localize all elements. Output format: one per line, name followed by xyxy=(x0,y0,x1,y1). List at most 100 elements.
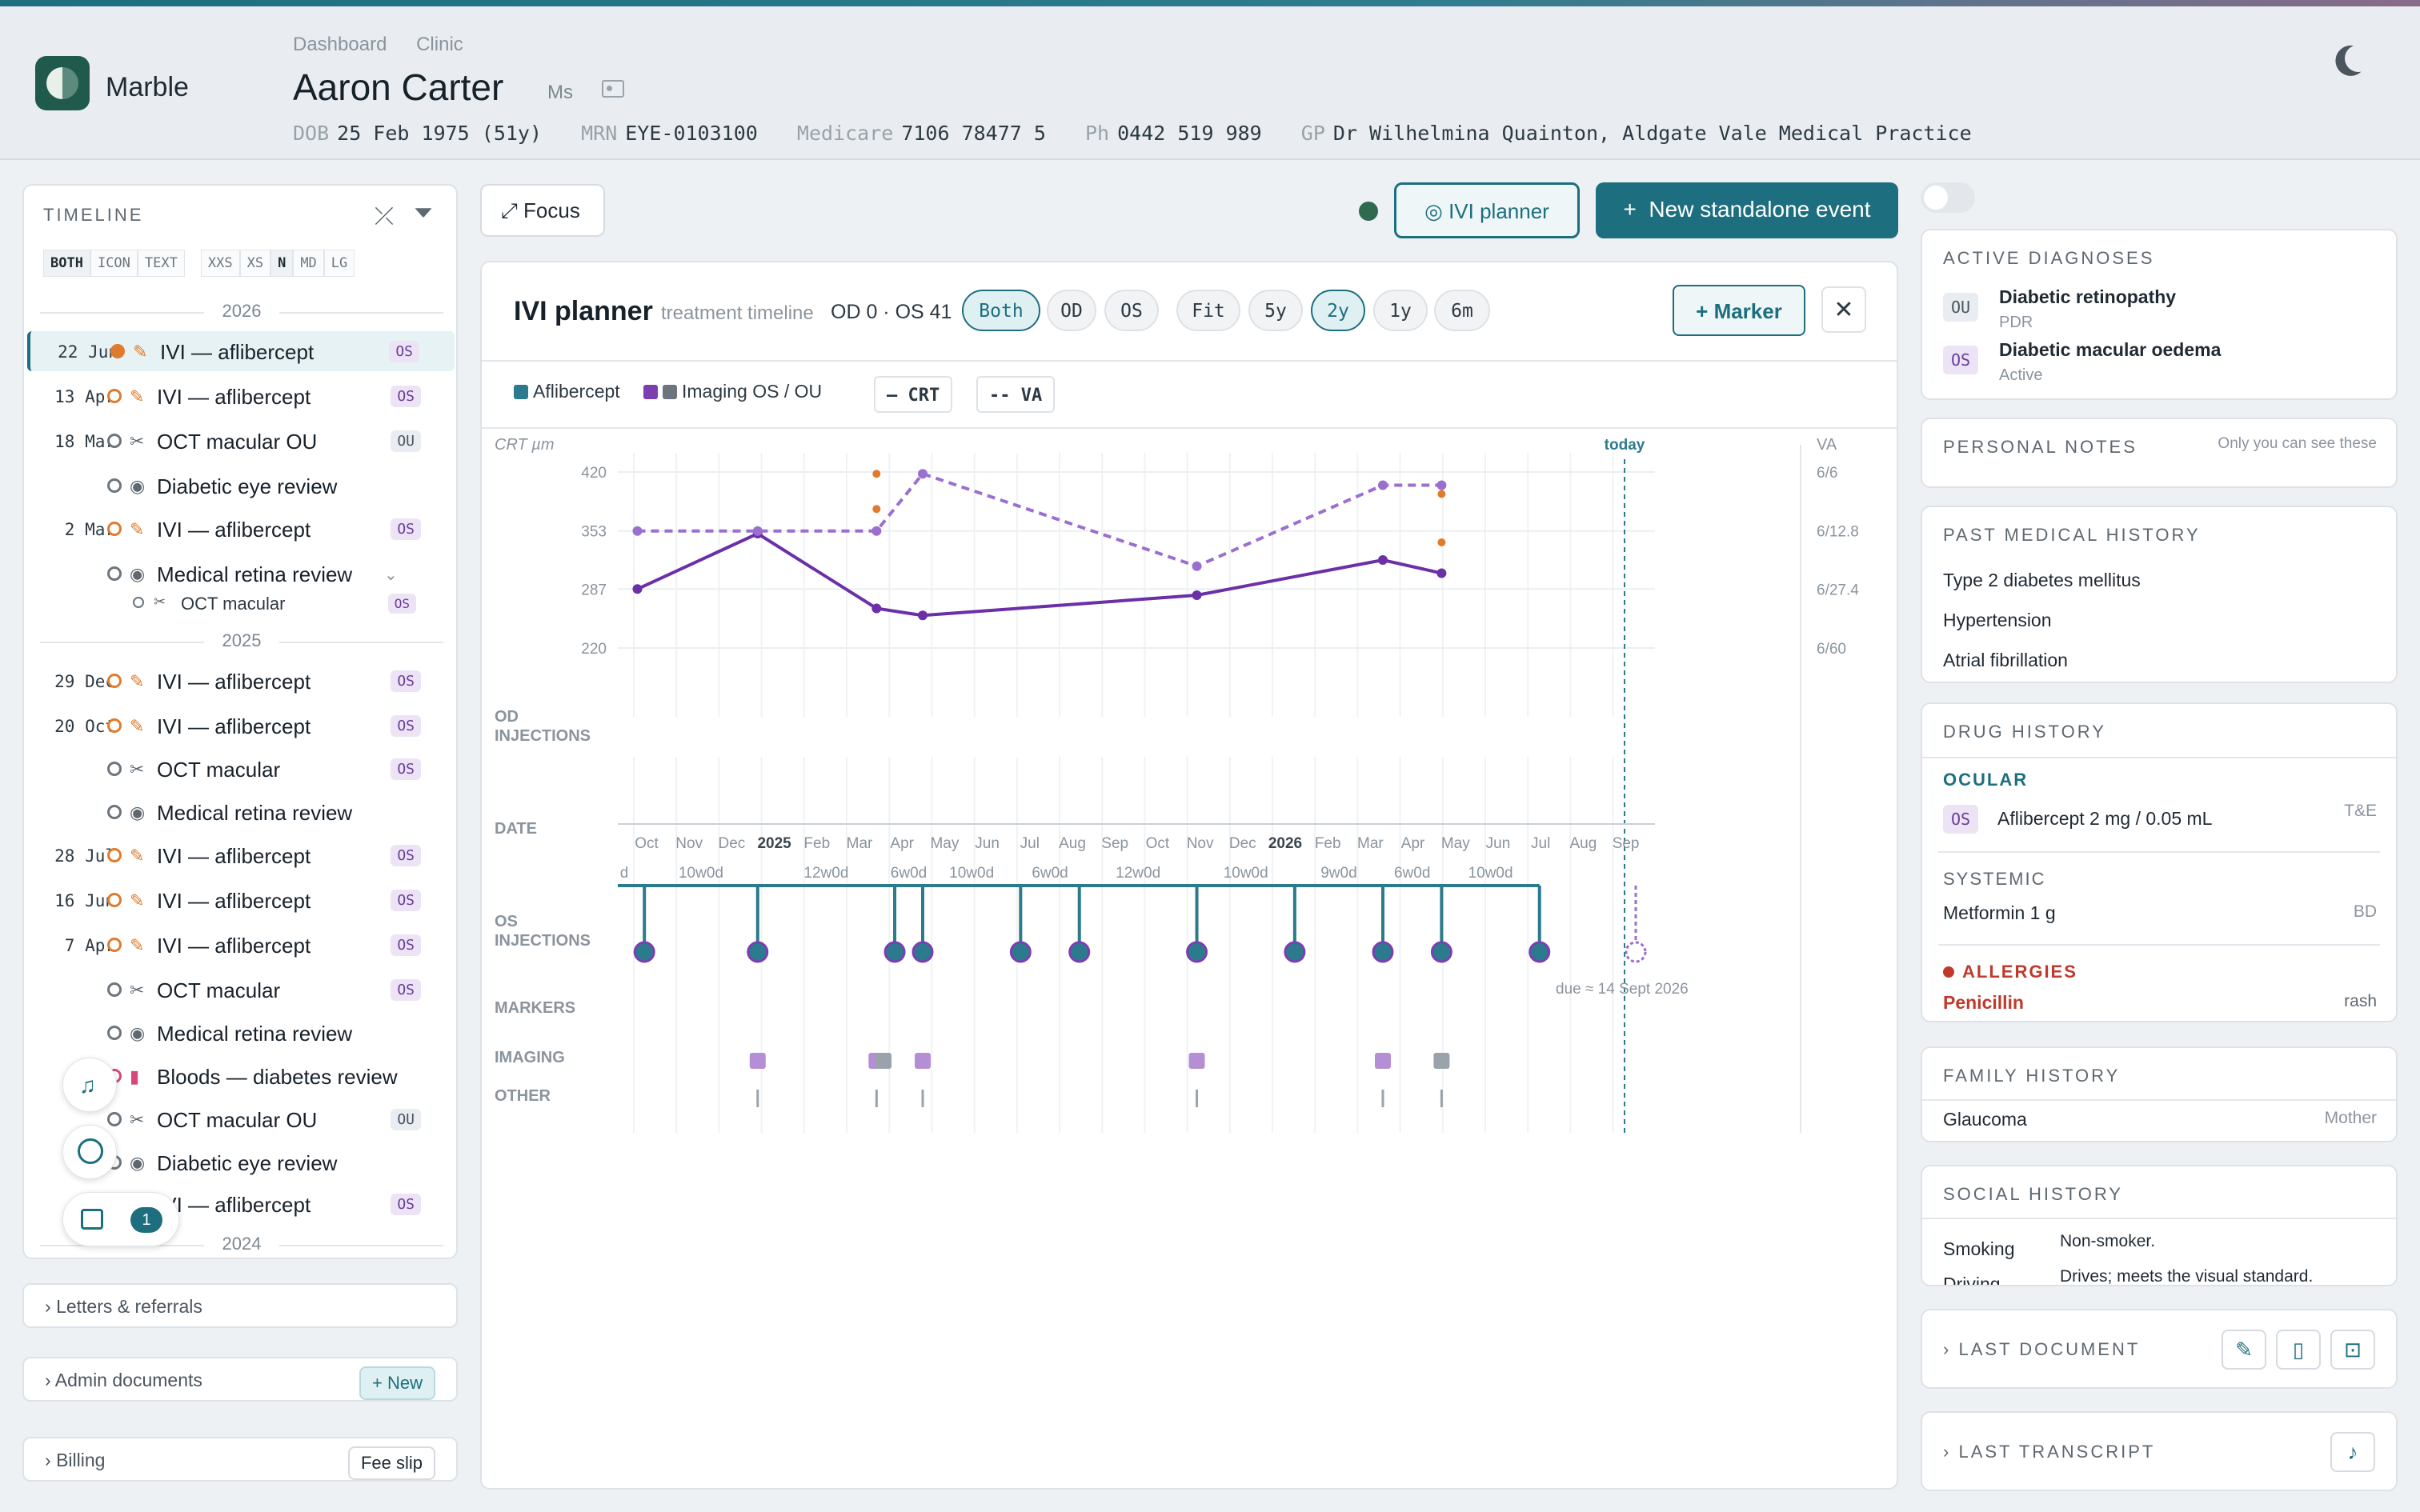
last-document-label: LAST DOCUMENT xyxy=(1958,1339,2141,1359)
focus-button[interactable]: ⤢ Focus xyxy=(480,184,605,237)
toggle-both[interactable]: BOTH xyxy=(43,250,90,277)
timeline-row[interactable]: ✂ OCT macular OS xyxy=(24,970,456,1010)
timeline-row[interactable]: ◉ Medical retina review xyxy=(24,1013,456,1053)
filter-icon[interactable] xyxy=(415,208,432,224)
toggle-text[interactable]: TEXT xyxy=(137,250,185,277)
timeline-row[interactable]: 13 Apr ✎ IVI — aflibercept OS xyxy=(24,376,456,416)
row-title: IVI — aflibercept xyxy=(160,340,315,364)
divider xyxy=(1922,1218,2396,1219)
timeline-row[interactable]: ◉ Diabetic eye review xyxy=(24,466,456,506)
social-value[interactable]: Drives; meets the visual standard. xyxy=(2060,1267,2314,1286)
section-label: › Letters & referrals xyxy=(45,1296,202,1317)
clock-icon xyxy=(78,1138,103,1164)
timeline-row[interactable]: 16 Jun ✎ IVI — aflibercept OS xyxy=(24,880,456,920)
event-dot xyxy=(107,982,122,997)
systemic-drug[interactable]: Metformin 1 g xyxy=(1943,902,2056,923)
diagnosis-name[interactable]: Diabetic retinopathy xyxy=(1999,286,2177,307)
range-5y[interactable]: 5y xyxy=(1248,290,1303,331)
dark-mode-moon-icon[interactable] xyxy=(2341,41,2376,76)
last-transcript-panel[interactable]: › LAST TRANSCRIPT ♪ xyxy=(1921,1411,2398,1491)
letters-referrals-section[interactable]: › Letters & referrals xyxy=(22,1283,458,1328)
timeline-row[interactable]: 29 Dec ✎ IVI — aflibercept OS xyxy=(24,661,456,701)
active-diagnoses-panel: ACTIVE DIAGNOSES OU Diabetic retinopathy… xyxy=(1921,229,2398,400)
diagnosis-name[interactable]: Diabetic macular oedema xyxy=(1999,339,2222,360)
eye-filter-both[interactable]: Both xyxy=(962,290,1040,331)
id-card-icon[interactable] xyxy=(602,80,624,98)
record-transcript-button[interactable]: ♪ xyxy=(2330,1432,2375,1472)
range-2y[interactable]: 2y xyxy=(1311,290,1365,331)
series-line-va xyxy=(637,471,1442,568)
diagnosis-status: Active xyxy=(1999,366,2043,384)
size-xs[interactable]: XS xyxy=(239,250,271,277)
billing-section[interactable]: › Billing Fee slip xyxy=(22,1437,458,1482)
fee-slip-button[interactable]: Fee slip xyxy=(347,1446,435,1480)
crt-toggle[interactable]: – CRT xyxy=(874,376,953,413)
eye-filter-od[interactable]: OD xyxy=(1047,290,1096,331)
marble-logo[interactable] xyxy=(35,56,90,110)
imaging-marker xyxy=(1374,1053,1391,1069)
close-planner-button[interactable]: ✕ xyxy=(1821,286,1866,333)
history-item[interactable]: Type 2 diabetes mellitus xyxy=(1943,570,2141,590)
new-standalone-event-button[interactable]: + New standalone event xyxy=(1596,182,1898,238)
breadcrumb-dashboard[interactable]: Dashboard xyxy=(293,34,387,55)
timeline-row[interactable]: ▮ Bloods — diabetes review xyxy=(24,1056,456,1096)
ocular-drug[interactable]: Aflibercept 2 mg / 0.05 mL xyxy=(1997,808,2213,829)
last-document-panel[interactable]: › LAST DOCUMENT ✎ ▯ ⊡ xyxy=(1921,1309,2398,1389)
timeline-row[interactable]: 28 Jul ✎ IVI — aflibercept OS xyxy=(24,835,456,875)
timeline-row[interactable]: 18 Mar ✂ OCT macular OU OU xyxy=(24,421,456,461)
eye-filter-os[interactable]: OS xyxy=(1104,290,1159,331)
annotation-dot xyxy=(872,470,881,478)
timeline-subrow[interactable]: ✂ OCT macular OS xyxy=(24,590,456,622)
timeline-row[interactable]: 20 Oct ✎ IVI — aflibercept OS xyxy=(24,706,456,746)
syringe-icon: ✎ xyxy=(130,671,145,691)
mrn-label: MRN xyxy=(581,122,618,145)
family-history-item[interactable]: Glaucoma xyxy=(1943,1109,2027,1130)
edit-document-button[interactable]: ✎ xyxy=(2222,1330,2266,1370)
present-document-button[interactable]: ⊡ xyxy=(2330,1330,2375,1370)
chevron-down-icon[interactable]: ⌄ xyxy=(384,566,398,584)
panel-toggle-switch[interactable] xyxy=(1921,182,1975,213)
range-1y[interactable]: 1y xyxy=(1373,290,1428,331)
breadcrumb-clinic[interactable]: Clinic xyxy=(416,34,463,55)
va-toggle[interactable]: -- VA xyxy=(976,376,1056,413)
oct-scan-icon: ✂ xyxy=(130,759,145,779)
history-button[interactable] xyxy=(62,1125,117,1179)
annotation-dot xyxy=(1437,490,1446,498)
timeline-row[interactable]: ◉ Medical retina review ⌄ xyxy=(24,554,456,594)
eye-badge: OS xyxy=(391,934,421,956)
allergy-name[interactable]: Penicillin xyxy=(1943,992,2024,1013)
collapse-all-icon[interactable]: ⤫ xyxy=(375,203,394,230)
interval-label: 9w0d xyxy=(1320,865,1356,882)
mobile-document-button[interactable]: ▯ xyxy=(2276,1330,2321,1370)
x-tick-label: Dec xyxy=(1229,835,1256,852)
os-injection-point xyxy=(1186,941,1208,963)
timeline-row[interactable]: 7 Apr ✎ IVI — aflibercept OS xyxy=(24,925,456,965)
timeline-row[interactable]: ◉ Medical retina review xyxy=(24,792,456,832)
add-marker-button[interactable]: + Marker xyxy=(1673,285,1805,336)
size-md[interactable]: MD xyxy=(293,250,324,277)
ivi-planner-button[interactable]: ◎ IVI planner xyxy=(1394,182,1580,238)
timeline-row[interactable]: ✂ OCT macular OS xyxy=(24,749,456,789)
admin-documents-section[interactable]: › Admin documents + New xyxy=(22,1357,458,1402)
size-lg[interactable]: LG xyxy=(323,250,355,277)
section-label: › Billing xyxy=(45,1450,106,1470)
size-xxs[interactable]: XXS xyxy=(200,250,240,277)
timeline-row[interactable]: 22 Jun ✎ IVI — aflibercept OS xyxy=(27,331,455,371)
new-admin-document-button[interactable]: + New xyxy=(359,1366,435,1400)
syringe-icon: ✎ xyxy=(130,716,145,736)
social-value[interactable]: Non-smoker. xyxy=(2060,1232,2156,1250)
event-dot xyxy=(107,1112,122,1126)
history-item[interactable]: Atrial fibrillation xyxy=(1943,650,2068,670)
personal-notes-panel[interactable]: PERSONAL NOTES Only you can see these xyxy=(1921,418,2398,488)
notifications-button[interactable]: ♫ xyxy=(62,1058,117,1112)
size-n[interactable]: N xyxy=(270,250,294,277)
timeline-row[interactable]: 2 Mar ✎ IVI — aflibercept OS xyxy=(24,509,456,549)
range-6m[interactable]: 6m xyxy=(1434,290,1490,331)
toggle-icon[interactable]: ICON xyxy=(90,250,138,277)
history-item[interactable]: Hypertension xyxy=(1943,610,2052,630)
data-point-crt xyxy=(917,610,928,621)
ivi-chart[interactable]: 420 353 287 220 6/6 6/12.8 6/27.4 6/60 CRT µm VA t… xyxy=(482,429,1897,1309)
range-fit[interactable]: Fit xyxy=(1176,290,1240,331)
timeline-row[interactable]: ✂ OCT macular OU OU xyxy=(24,1099,456,1139)
calendar-button[interactable]: 1 xyxy=(62,1192,179,1246)
